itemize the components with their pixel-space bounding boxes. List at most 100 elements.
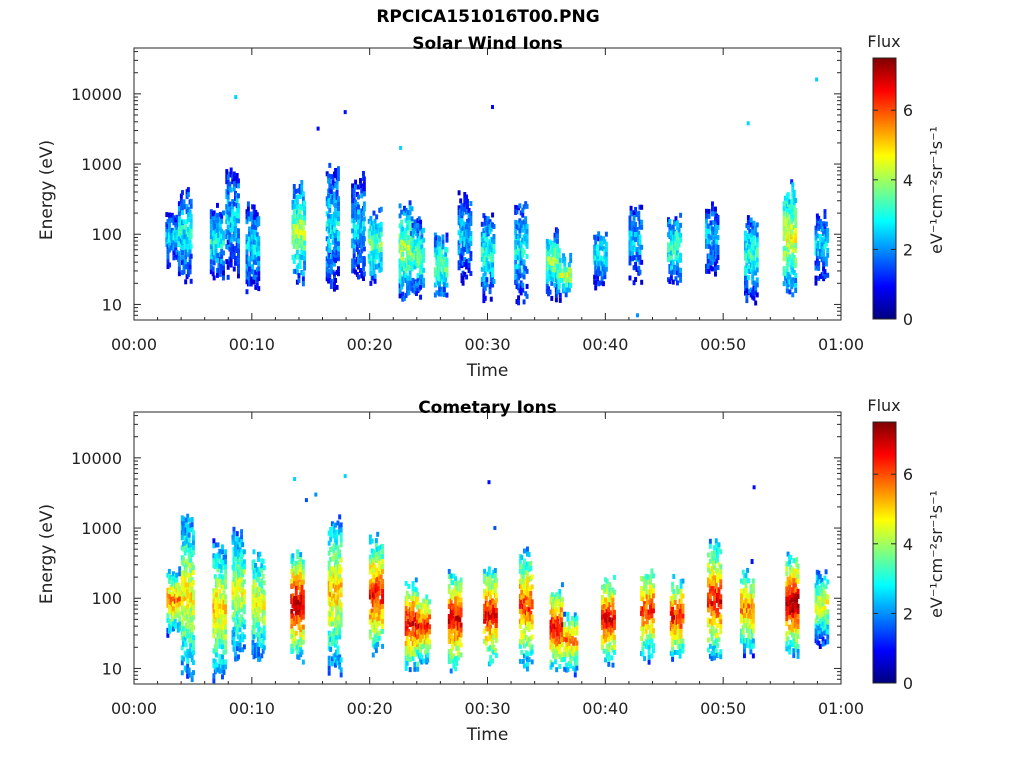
heatmap-cell [189, 243, 193, 249]
heatmap-cell [381, 583, 385, 589]
heatmap-cell [329, 526, 333, 532]
heatmap-cell [241, 582, 245, 588]
heatmap-cell [455, 625, 459, 631]
heatmap-cell [407, 584, 411, 589]
heatmap-cell [455, 610, 459, 616]
heatmap-cell [232, 566, 236, 572]
isolated-point-7 [636, 313, 639, 318]
heatmap-cell [484, 605, 488, 611]
heatmap-cell [381, 563, 385, 569]
heatmap-cell [177, 216, 181, 222]
heatmap-cell [714, 261, 717, 267]
heatmap-cell [339, 617, 343, 623]
heatmap-cell [300, 649, 304, 655]
heatmap-cell [558, 629, 562, 634]
heatmap-cell [790, 204, 794, 210]
heatmap-cell [645, 594, 649, 600]
heatmap-cell [379, 256, 383, 262]
heatmap-cell [525, 233, 529, 239]
heatmap-cell [215, 602, 218, 608]
heatmap-cell [602, 628, 606, 634]
heatmap-cell [241, 592, 245, 598]
heatmap-cell [339, 527, 343, 533]
heatmap-cell [330, 591, 334, 597]
heatmap-cell [209, 224, 213, 230]
heatmap-cell [252, 624, 256, 630]
heatmap-cell [641, 646, 645, 652]
heatmap-cell [459, 587, 463, 593]
heatmap-cell [297, 609, 301, 615]
heatmap-cell [293, 581, 297, 586]
heatmap-cell [674, 256, 678, 262]
heatmap-cell [376, 591, 380, 597]
heatmap-cell [360, 188, 364, 194]
heatmap-cell [527, 617, 531, 623]
heatmap-cell [668, 234, 672, 239]
heatmap-cell [327, 645, 331, 651]
heatmap-cell [411, 247, 415, 253]
heatmap-cell [177, 251, 181, 257]
heatmap-cell [235, 536, 239, 542]
heatmap-cell [189, 203, 193, 209]
heatmap-cell [220, 238, 224, 244]
heatmap-cell [251, 279, 255, 285]
heatmap-cell [376, 596, 380, 602]
heatmap-cell [370, 220, 374, 226]
heatmap-cell [294, 595, 298, 601]
heatmap-cell [530, 614, 534, 620]
heatmap-cell [175, 254, 179, 260]
heatmap-cell [209, 264, 213, 270]
burst-18 [707, 538, 723, 662]
heatmap-cell [643, 581, 647, 587]
heatmap-cell [480, 221, 484, 227]
heatmap-cell [185, 244, 189, 250]
heatmap-cell [329, 234, 333, 239]
heatmap-cell [371, 597, 375, 603]
heatmap-cell [237, 549, 240, 555]
heatmap-cell [554, 604, 557, 610]
heatmap-cell [376, 641, 380, 647]
heatmap-cell [381, 553, 385, 559]
heatmap-cell [183, 595, 187, 601]
heatmap-cell [355, 201, 359, 207]
heatmap-cell [645, 619, 649, 625]
heatmap-cell [408, 225, 412, 231]
heatmap-cell [604, 612, 608, 618]
heatmap-cell [433, 272, 437, 278]
heatmap-cell [186, 232, 190, 238]
heatmap-cell [234, 546, 238, 552]
heatmap-cell [327, 580, 331, 586]
heatmap-cell [467, 208, 471, 213]
heatmap-cell [569, 282, 573, 288]
heatmap-cell [192, 600, 195, 606]
heatmap-cell [594, 235, 598, 241]
heatmap-cell [650, 598, 654, 604]
heatmap-cell [573, 662, 577, 668]
heatmap-cell [168, 247, 171, 253]
heatmap-cell [822, 266, 826, 272]
heatmap-cell [823, 209, 827, 215]
heatmap-cell [234, 576, 238, 582]
heatmap-cell [174, 217, 178, 223]
heatmap-cell [166, 224, 170, 230]
heatmap-cell [416, 634, 420, 640]
heatmap-cell [374, 568, 378, 574]
heatmap-cell [491, 573, 494, 579]
heatmap-cell [251, 269, 255, 275]
heatmap-cell [425, 644, 429, 650]
heatmap-cell [330, 556, 334, 562]
heatmap-cell [467, 258, 471, 263]
heatmap-cell [338, 569, 342, 575]
heatmap-cell [339, 537, 343, 543]
heatmap-cell [676, 235, 679, 241]
heatmap-cell [294, 580, 298, 586]
heatmap-cell [514, 244, 518, 250]
heatmap-cell [520, 569, 524, 575]
heatmap-cell [486, 261, 490, 267]
heatmap-cell [467, 248, 471, 253]
heatmap-cell [605, 613, 609, 619]
heatmap-cell [716, 265, 720, 270]
heatmap-cell [338, 599, 342, 605]
heatmap-cell [480, 276, 484, 282]
heatmap-cell [788, 254, 792, 260]
